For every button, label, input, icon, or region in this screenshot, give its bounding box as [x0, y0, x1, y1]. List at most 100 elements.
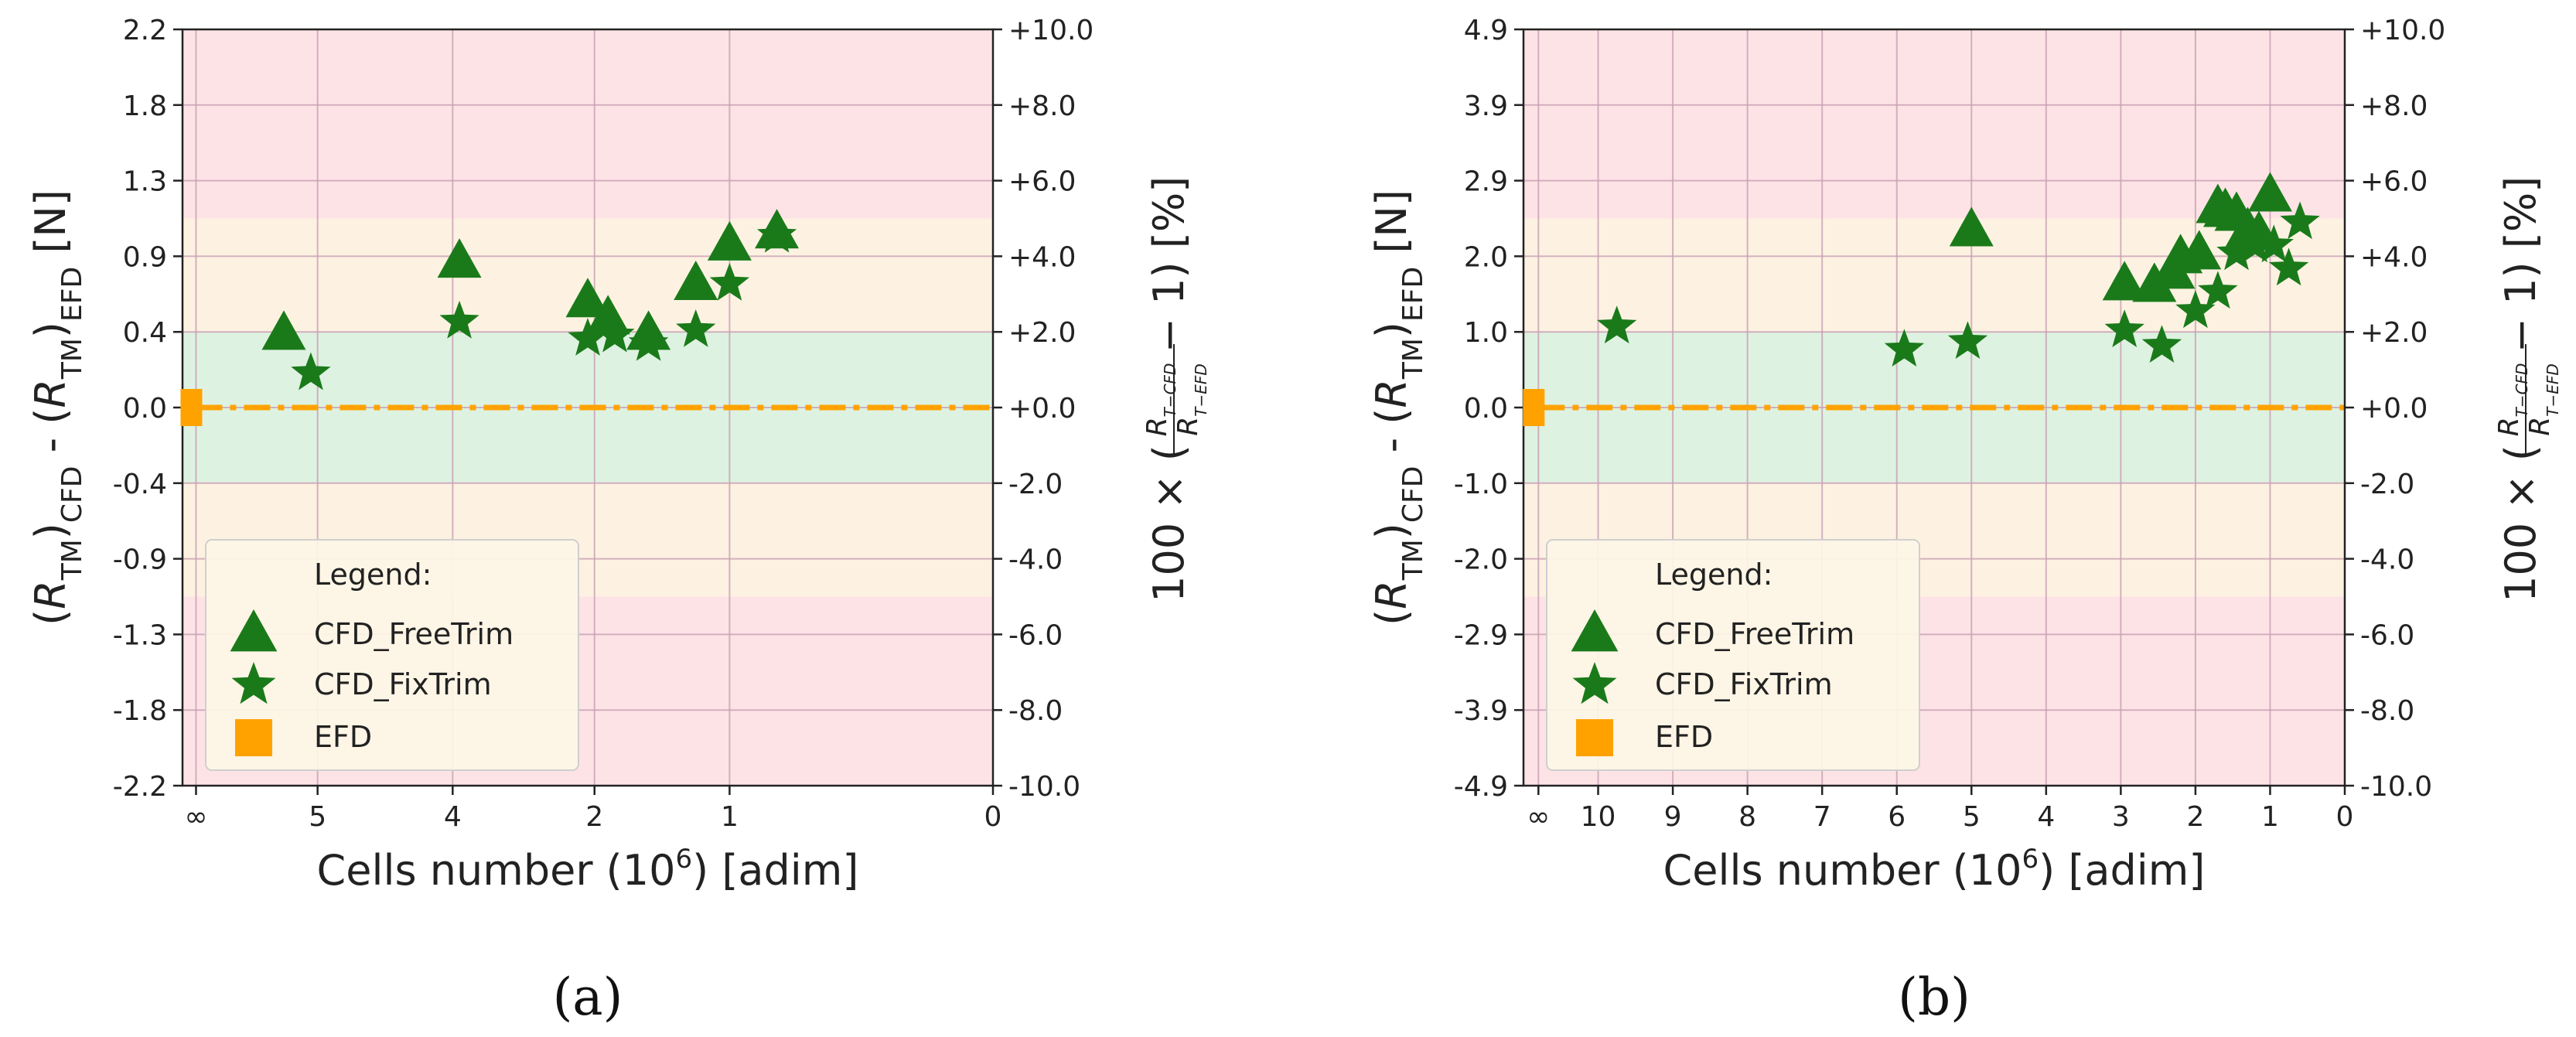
y-tick-label-right: +2.0: [2360, 317, 2428, 349]
y-tick-label-right: -4.0: [2360, 544, 2414, 576]
marker-cfd-freetrim: [261, 310, 306, 350]
y-tick-label-left: -2.0: [1454, 544, 1508, 576]
y-tick-label-left: 4.9: [1464, 15, 1508, 46]
marker-cfd-fixtrim: [291, 352, 331, 391]
y-tick-label-right: +2.0: [1008, 317, 1076, 349]
panel-a-chart: 2.2 1.8 1.3 0.9 0.4 0.0 -0.4 -0.9 -1.3 -1.8 -2.2 +1…: [26, 15, 1210, 1027]
y-tick-label-left: 2.9: [1464, 166, 1508, 198]
x-tick-label: 6: [1888, 801, 1906, 833]
marker-cfd-freetrim: [2177, 230, 2222, 270]
y-tick-label-left: 1.0: [1464, 317, 1508, 349]
x-tick-label: 0: [984, 801, 1002, 833]
legend-icon-efd: [1576, 719, 1613, 756]
marker-cfd-fixtrim: [756, 214, 797, 253]
legend-box: [1546, 539, 1920, 771]
y-tick-label-right: -10.0: [1008, 771, 1080, 803]
y-axis-label-right-prefix: 100 × (: [1145, 445, 1193, 602]
zone-red: [183, 29, 993, 219]
marker-cfd-fixtrim: [2235, 224, 2275, 263]
y-tick-label-right: -4.0: [1008, 544, 1063, 576]
y-tick-label-right: +10.0: [2360, 15, 2445, 46]
x-axis-label: Cells number (106) [adim]: [1663, 844, 2206, 895]
y-axis-label-right-prefix: 100 × (: [2496, 445, 2545, 602]
legend-label-freetrim: CFD_FreeTrim: [314, 617, 513, 651]
y-tick-label-right: -8.0: [1008, 695, 1063, 727]
x-tick-label: 1: [2261, 801, 2279, 833]
legend-label-freetrim: CFD_FreeTrim: [1655, 617, 1854, 651]
x-tick-label: 3: [2112, 801, 2130, 833]
y-tick-label-left: 3.9: [1464, 90, 1508, 122]
marker-cfd-fixtrim: [568, 318, 608, 356]
y-tick-label-right: +4.0: [2360, 241, 2428, 273]
marker-efd: [180, 389, 203, 426]
x-tick-label: 0: [2336, 801, 2354, 833]
y-tick-label-right: -2.0: [2360, 469, 2414, 500]
marker-cfd-fixtrim: [595, 314, 635, 353]
x-tick-label: 4: [444, 801, 462, 833]
marker-cfd-fixtrim: [439, 300, 479, 339]
y-tick-label-right: -8.0: [2360, 695, 2414, 727]
panel-caption: (b): [1898, 967, 1970, 1027]
y-axis-label-right-suffix: − 1) [%]: [1145, 176, 1193, 353]
marker-cfd-fixtrim: [2141, 325, 2182, 363]
marker-cfd-freetrim: [585, 295, 630, 335]
marker-cfd-fixtrim: [676, 309, 716, 347]
panel-b-chart: 4.9 3.9 2.9 2.0 1.0 0.0 -1.0 -2.0 -2.9 -3.9 -4.9 +1…: [1367, 15, 2562, 1027]
y-tick-label-left: 0.0: [123, 393, 167, 425]
y-tick-label-right: -6.0: [2360, 619, 2414, 651]
legend-label-efd: EFD: [1655, 720, 1713, 754]
y-tick-label-left: -0.4: [113, 469, 167, 500]
y-tick-label-right: +8.0: [1008, 90, 1076, 122]
x-tick-label: 7: [1813, 801, 1831, 833]
y-tick-label-left: 0.0: [1464, 393, 1508, 425]
y-tick-label-left: -2.9: [1454, 619, 1508, 651]
y-tick-label-left: 2.0: [1464, 241, 1508, 273]
x-tick-label: 2: [2186, 801, 2204, 833]
x-tick-label: 5: [309, 801, 326, 833]
legend-icon-fixtrim: [1572, 662, 1617, 704]
y-tick-label-left: -2.2: [113, 771, 167, 803]
y-tick-label-left: 1.8: [123, 90, 167, 122]
marker-cfd-fixtrim: [2198, 271, 2238, 309]
marker-cfd-freetrim: [707, 220, 752, 261]
marker-cfd-freetrim: [565, 278, 610, 318]
x-tick-label: 2: [585, 801, 603, 833]
marker-cfd-fixtrim: [1597, 305, 1637, 344]
y-axis-label-left: (RTM)CFD - (RTM)EFD [N]: [1367, 189, 1429, 626]
y-tick-label-left: 0.9: [123, 241, 167, 273]
x-tick-label: 5: [1963, 801, 1981, 833]
y-tick-label-right: +6.0: [1008, 166, 1076, 198]
y-tick-label-left: -1.8: [113, 695, 167, 727]
y-tick-label-right: -2.0: [1008, 469, 1063, 500]
legend-label-fixtrim: CFD_FixTrim: [1655, 667, 1833, 701]
marker-cfd-fixtrim: [2175, 290, 2216, 329]
marker-cfd-freetrim: [2132, 262, 2177, 302]
legend-icon-freetrim: [1571, 609, 1619, 652]
marker-cfd-fixtrim: [1884, 329, 1925, 367]
x-tick-label: 9: [1664, 801, 1682, 833]
legend-icon-fixtrim: [231, 662, 276, 704]
marker-cfd-freetrim: [1949, 206, 1994, 247]
x-tick-label: 1: [721, 801, 739, 833]
legend-icon-freetrim: [230, 609, 278, 652]
y-axis-label-right-denominator: RT−EFD: [1172, 363, 1210, 436]
y-tick-label-left: -0.9: [113, 544, 167, 576]
y-axis-label-right-numerator: RT−CFD: [1141, 363, 1179, 437]
legend-icon-efd: [235, 719, 272, 756]
marker-cfd-fixtrim: [2104, 309, 2144, 347]
x-tick-label: ∞: [1527, 801, 1550, 833]
x-tick-label: ∞: [184, 801, 207, 833]
legend-label-efd: EFD: [314, 720, 372, 754]
y-tick-label-left: -4.9: [1454, 771, 1508, 803]
y-tick-label-left: -3.9: [1454, 695, 1508, 727]
marker-cfd-fixtrim: [2280, 201, 2320, 240]
zone-yellow: [1523, 218, 2345, 333]
marker-cfd-freetrim: [437, 238, 482, 278]
legend-title: Legend:: [314, 558, 432, 592]
marker-cfd-fixtrim: [1947, 321, 1988, 359]
marker-cfd-fixtrim: [2216, 232, 2257, 271]
x-axis-label: Cells number (106) [adim]: [317, 844, 859, 895]
